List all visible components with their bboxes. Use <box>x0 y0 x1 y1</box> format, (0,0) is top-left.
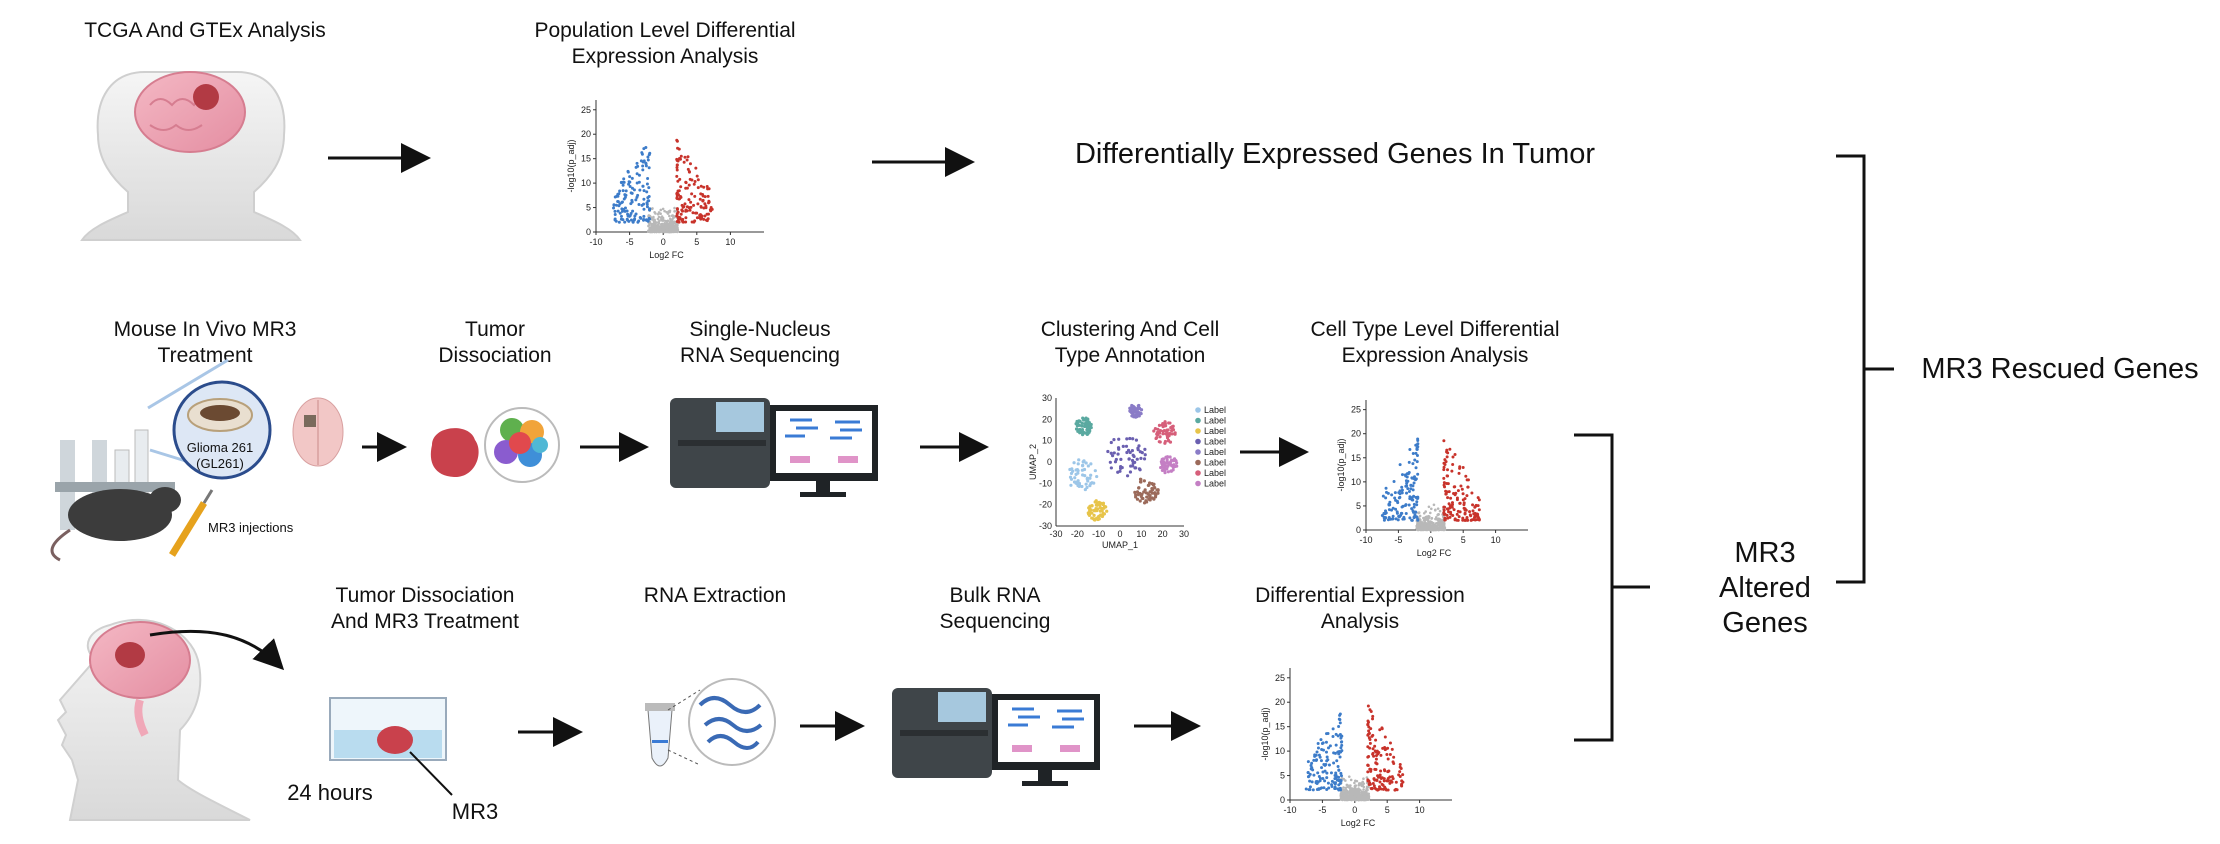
umap-y-tick: -20 <box>1039 500 1052 510</box>
human-head-icon <box>80 71 302 241</box>
human-profile-icon <box>56 619 251 821</box>
y-tick-label: 0 <box>586 227 591 237</box>
24-hours-label: 24 hours <box>287 780 373 805</box>
rescued-genes-bracket <box>1836 154 1894 584</box>
x-tick-label: 10 <box>725 237 735 247</box>
y-tick-label: 0 <box>1280 795 1285 805</box>
sequencer-icon <box>670 398 878 497</box>
tumor-dissociation-label: Tumor Dissociation <box>438 318 552 367</box>
x-tick-label: -10 <box>1359 535 1372 545</box>
y-tick-label: 5 <box>1356 501 1361 511</box>
y-axis-label: -log10(p_adj) <box>566 139 576 192</box>
y-tick-label: 25 <box>1275 673 1285 683</box>
arrow-3-curve <box>149 629 285 671</box>
x-tick-label: 0 <box>1428 535 1433 545</box>
x-tick-label: 0 <box>1352 805 1357 815</box>
glioma-label: Glioma 261 (GL261) <box>187 440 253 471</box>
umap-x-label: UMAP_1 <box>1102 540 1138 550</box>
tumor-cells-icon <box>430 407 560 483</box>
bulk-volcano-plot: -10 -5 0 5 10 0 5 10 15 20 25 Log2 FC -log10(p_adj) <box>1260 668 1452 828</box>
x-tick-label: 5 <box>1461 535 1466 545</box>
mr3-drug-label: MR3 <box>451 799 499 824</box>
y-axis-label: -log10(p_adj) <box>1260 707 1270 760</box>
umap-y-label: UMAP_2 <box>1028 444 1038 480</box>
tcga-gtex-label: TCGA And GTEx Analysis <box>84 19 326 42</box>
cell-type-volcano-plot: -10 -5 0 5 10 0 5 10 15 20 25 Log2 FC -log10(p_adj) <box>1336 400 1528 558</box>
umap-x-tick: -20 <box>1071 529 1084 539</box>
bulk-sequencer-icon <box>892 688 1100 786</box>
rna-tube-icon <box>645 678 776 767</box>
deg-in-tumor-label: Differentially Expressed Genes In Tumor <box>1074 138 1596 170</box>
umap-legend-label: Label <box>1204 458 1226 468</box>
umap-legend-label: Label <box>1204 405 1226 415</box>
y-tick-label: 5 <box>586 203 591 213</box>
y-tick-label: 20 <box>1351 429 1361 439</box>
dish-icon <box>329 697 453 796</box>
x-tick-label: 5 <box>1385 805 1390 815</box>
x-tick-label: -10 <box>1283 805 1296 815</box>
x-axis-label: Log2 FC <box>1417 548 1452 558</box>
umap-y-tick: 10 <box>1042 436 1052 446</box>
clustering-label: Clustering And Cell Type Annotation <box>1040 318 1220 367</box>
mr3-injections-label: MR3 injections <box>208 520 294 535</box>
x-tick-label: 10 <box>1415 805 1425 815</box>
rna-extraction-label: RNA Extraction <box>643 584 787 607</box>
umap-legend-label: Label <box>1204 468 1226 478</box>
y-axis-label: -log10(p_adj) <box>1336 438 1346 491</box>
umap-plot: -30-30 -20 -20 -10 -10 0 0 10 10 20 20 30 30 UMAP_1 UM… <box>1028 393 1226 550</box>
dissociation-treatment-label: Tumor Dissociation And MR3 Treatment <box>331 584 519 633</box>
y-tick-label: 20 <box>1275 697 1285 707</box>
bulk-de-label: Differential Expression Analysis <box>1255 584 1465 633</box>
y-tick-label: 10 <box>1275 746 1285 756</box>
x-tick-label: -5 <box>1394 535 1402 545</box>
umap-x-tick: 10 <box>1136 529 1146 539</box>
y-tick-label: 0 <box>1356 525 1361 535</box>
y-tick-label: 25 <box>1351 405 1361 415</box>
umap-legend-label: Label <box>1204 426 1226 436</box>
x-axis-label: Log2 FC <box>1341 818 1376 828</box>
population-volcano-plot: -10 -5 0 5 10 0 5 10 15 20 25 Log2 FC -log10(p_adj) <box>566 100 764 260</box>
y-tick-label: 15 <box>581 154 591 164</box>
mouse-injection-setup-icon <box>50 358 344 562</box>
bulk-rna-label: Bulk RNA Sequencing <box>939 584 1051 633</box>
umap-x-tick: 20 <box>1158 529 1168 539</box>
x-tick-label: 5 <box>694 237 699 247</box>
x-tick-label: 0 <box>661 237 666 247</box>
x-tick-label: -5 <box>626 237 634 247</box>
y-tick-label: 5 <box>1280 771 1285 781</box>
y-tick-label: 20 <box>581 129 591 139</box>
x-axis-label: Log2 FC <box>649 250 684 260</box>
umap-x-tick: 30 <box>1179 529 1189 539</box>
umap-x-tick: 0 <box>1117 529 1122 539</box>
mr3-rescued-genes-label: MR3 Rescued Genes <box>1921 353 2199 385</box>
umap-y-tick: 20 <box>1042 414 1052 424</box>
y-tick-label: 25 <box>581 105 591 115</box>
umap-y-tick: 0 <box>1047 457 1052 467</box>
y-tick-label: 10 <box>581 178 591 188</box>
brain-top-icon <box>292 397 344 467</box>
mr3-altered-genes-label: MR3 Altered Genes <box>1719 537 1811 639</box>
cell-type-de-label: Cell Type Level Differential Expression … <box>1310 318 1560 367</box>
x-tick-label: -10 <box>589 237 602 247</box>
umap-y-tick: 30 <box>1042 393 1052 403</box>
umap-y-tick: -30 <box>1039 521 1052 531</box>
umap-legend-label: Label <box>1204 437 1226 447</box>
population-de-label: Population Level Differential Expression… <box>534 19 796 68</box>
y-tick-label: 15 <box>1275 722 1285 732</box>
single-nucleus-label: Single-Nucleus RNA Sequencing <box>680 318 840 367</box>
y-tick-label: 10 <box>1351 477 1361 487</box>
umap-x-tick: -30 <box>1049 529 1062 539</box>
umap-legend-label: Label <box>1204 416 1226 426</box>
umap-legend-label: Label <box>1204 447 1226 457</box>
umap-legend-label: Label <box>1204 479 1226 489</box>
umap-x-tick: -10 <box>1092 529 1105 539</box>
altered-genes-bracket <box>1574 433 1650 742</box>
x-tick-label: 10 <box>1491 535 1501 545</box>
umap-y-tick: -10 <box>1039 478 1052 488</box>
x-tick-label: -5 <box>1318 805 1326 815</box>
y-tick-label: 15 <box>1351 453 1361 463</box>
